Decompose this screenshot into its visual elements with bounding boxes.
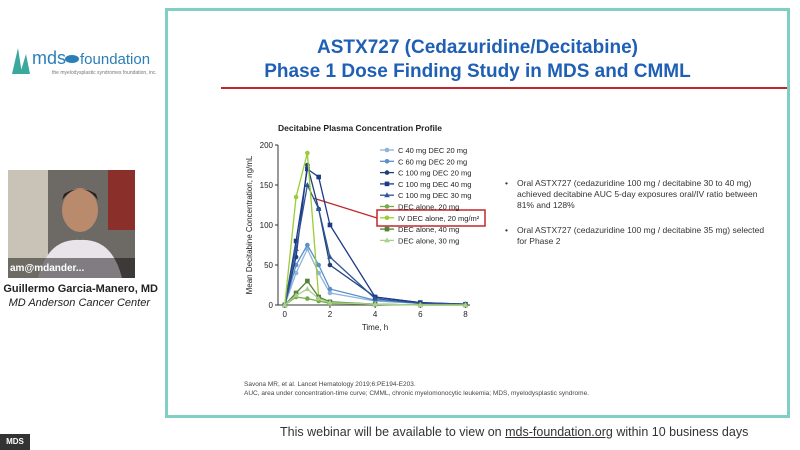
- marker: [462, 302, 469, 307]
- marker: [281, 302, 288, 307]
- series-line: [284, 167, 466, 306]
- y-tick-label: 200: [260, 141, 274, 150]
- legend-label: DEC alone, 40 mg: [398, 225, 459, 234]
- x-tick-label: 2: [328, 310, 333, 319]
- legend-marker: [384, 215, 390, 221]
- legend-marker: [384, 204, 390, 209]
- marker: [304, 286, 311, 291]
- x-tick-label: 4: [373, 310, 378, 319]
- footer-text: within 10 business days: [616, 425, 749, 439]
- marker: [305, 296, 310, 301]
- legend-marker: [384, 237, 390, 243]
- legend-label: C 40 mg DEC 20 mg: [398, 146, 467, 155]
- legend-label: IV DEC alone, 20 mg/m²: [398, 214, 480, 223]
- marker: [417, 302, 424, 307]
- footer-text: This webinar will be available to view o…: [280, 425, 502, 439]
- marker: [305, 242, 310, 248]
- legend-marker: [384, 170, 390, 175]
- bullet-list: Oral ASTX727 (cedazuridine 100 mg / deci…: [505, 178, 775, 261]
- marker: [305, 278, 310, 284]
- y-tick-label: 0: [269, 301, 274, 310]
- legend-label: DEC alone, 20 mg: [398, 203, 459, 212]
- references: Savona MR, et al. Lancet Hematology 2019…: [244, 380, 589, 398]
- marker: [316, 262, 321, 268]
- marker: [372, 301, 378, 307]
- legend-label: C 100 mg DEC 30 mg: [398, 191, 471, 200]
- marker: [315, 206, 322, 211]
- marker: [327, 222, 333, 228]
- logo: mds foundation the myelodysplastic syndr…: [12, 48, 157, 76]
- marker: [293, 238, 299, 244]
- marker: [293, 246, 299, 251]
- footer: This webinar will be available to view o…: [280, 425, 748, 439]
- y-axis-label: Mean Decitabine Concentration, ng/mL: [245, 155, 254, 294]
- slide-title: ASTX727 (Cedazuridine/Decitabine): [317, 37, 638, 58]
- logo-tagline: the myelodysplastic syndromes foundation…: [52, 70, 157, 76]
- y-tick-label: 150: [260, 181, 274, 190]
- marker: [372, 295, 378, 301]
- slide-title: Phase 1 Dose Finding Study in MDS and CM…: [264, 61, 691, 82]
- legend-label: C 100 mg DEC 40 mg: [398, 180, 471, 189]
- legend-marker: [384, 159, 390, 164]
- badge: MDS: [0, 434, 30, 450]
- chart-title: Decitabine Plasma Concentration Profile: [278, 123, 442, 133]
- marker: [315, 295, 322, 301]
- x-axis-label: Time, h: [362, 323, 388, 332]
- legend-label: C 100 mg DEC 20 mg: [398, 169, 471, 178]
- logo-mark: mds: [32, 48, 66, 68]
- y-tick-label: 50: [264, 261, 273, 270]
- marker: [327, 286, 333, 292]
- legend-label: DEC alone, 30 mg: [398, 236, 459, 245]
- series-line: [284, 288, 466, 306]
- speaker-overlay: am@mdander...: [10, 263, 84, 274]
- x-tick-label: 0: [283, 310, 288, 319]
- title-rule: [221, 87, 787, 89]
- speaker-video: am@mdander...: [8, 170, 135, 278]
- footer-link[interactable]: mds-foundation.org: [505, 425, 613, 439]
- x-tick-label: 6: [418, 310, 423, 319]
- x-tick-label: 8: [463, 310, 468, 319]
- legend-marker: [384, 147, 390, 153]
- marker: [293, 194, 299, 200]
- bullet: Oral ASTX727 (cedazuridine 100 mg / deci…: [505, 225, 775, 247]
- marker: [305, 150, 310, 156]
- marker: [293, 292, 299, 298]
- bullet: Oral ASTX727 (cedazuridine 100 mg / deci…: [505, 178, 775, 211]
- y-tick-label: 100: [260, 221, 274, 230]
- marker: [316, 174, 321, 180]
- legend-marker: [384, 226, 390, 232]
- marker: [293, 270, 299, 276]
- marker: [304, 182, 311, 187]
- legend-marker: [384, 192, 390, 198]
- highlight-pointer: [312, 197, 378, 219]
- reference: Savona MR, et al. Lancet Hematology 2019…: [244, 381, 416, 388]
- marker: [327, 254, 333, 259]
- marker: [305, 166, 310, 172]
- marker: [327, 290, 333, 296]
- speaker-name: Guillermo Garcia-Manero, MD: [3, 283, 158, 295]
- slide: ASTX727 (Cedazuridine/Decitabine) Phase …: [165, 8, 790, 418]
- series-line: [284, 182, 466, 306]
- legend-label: C 60 mg DEC 20 mg: [398, 157, 467, 166]
- legend-marker: [384, 181, 390, 187]
- logo-word: foundation: [80, 51, 150, 68]
- speaker-affiliation: MD Anderson Cancer Center: [8, 297, 150, 309]
- marker: [327, 299, 333, 305]
- reference: AUC, area under concentration-time curve…: [244, 390, 589, 397]
- marker: [327, 262, 333, 268]
